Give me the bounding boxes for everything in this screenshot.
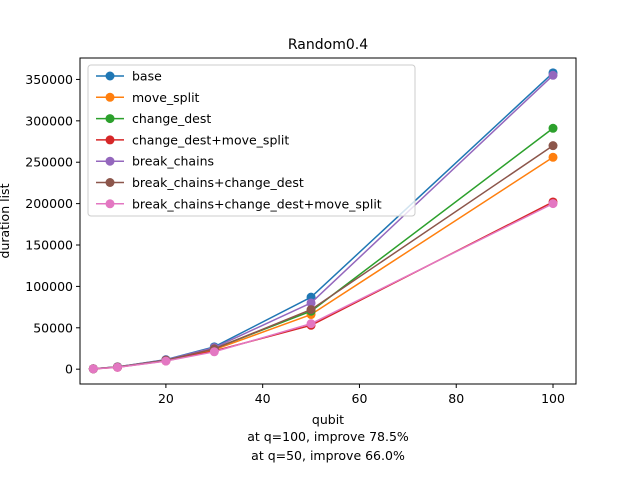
data-point	[548, 141, 558, 151]
y-tick-label: 200000	[25, 196, 73, 211]
legend-box	[87, 64, 416, 217]
series-break_chains+change_dest+move_split	[88, 199, 558, 374]
legend-label: base	[132, 69, 162, 84]
annotation-q100: at q=100, improve 78.5%	[247, 429, 409, 444]
y-tick-label: 150000	[25, 238, 73, 253]
legend-item: break_chains+change_dest	[96, 175, 304, 190]
data-point	[548, 123, 558, 133]
legend-marker	[105, 114, 115, 124]
data-point	[88, 364, 98, 374]
legend-marker	[105, 71, 115, 81]
legend: base move_split change_dest change_dest+mov…	[87, 64, 416, 217]
y-axis: 0 50000 100000 150000 200000 250000 300000 3500…	[25, 72, 80, 377]
annotation-q50: at q=50, improve 66.0%	[251, 448, 405, 463]
data-point	[161, 356, 171, 366]
data-point	[306, 305, 316, 315]
y-tick-label: 250000	[25, 155, 73, 170]
data-point	[306, 319, 316, 329]
y-tick-label: 300000	[25, 113, 73, 128]
x-tick-label: 100	[541, 391, 565, 406]
x-tick-label: 20	[158, 391, 174, 406]
data-point	[209, 347, 219, 357]
axes-frame	[79, 57, 577, 385]
legend-item: move_split	[96, 90, 200, 105]
x-axis-label: qubit	[312, 412, 344, 427]
legend-label: break_chains+change_dest+move_split	[132, 196, 382, 211]
y-axis-label: duration list	[0, 183, 12, 258]
x-tick-label: 60	[352, 391, 368, 406]
y-tick-label: 0	[65, 362, 73, 377]
legend-marker	[105, 199, 115, 209]
legend-item: break_chains	[96, 154, 214, 169]
legend-marker	[105, 92, 115, 102]
legend-marker	[105, 135, 115, 145]
legend-label: change_dest+move_split	[132, 132, 289, 147]
data-point	[548, 152, 558, 162]
data-point	[548, 199, 558, 209]
legend-label: break_chains+change_dest	[132, 175, 304, 190]
legend-item: change_dest	[96, 111, 211, 126]
data-point	[548, 70, 558, 80]
legend-item: change_dest+move_split	[96, 132, 289, 147]
plot-area	[88, 68, 558, 374]
data-point	[113, 362, 123, 372]
legend-marker	[105, 156, 115, 166]
y-tick-label: 50000	[33, 320, 73, 335]
x-tick-label: 40	[255, 391, 271, 406]
x-axis: 20 40 60 80 100	[158, 384, 565, 406]
x-tick-label: 80	[448, 391, 464, 406]
y-tick-label: 350000	[25, 72, 73, 87]
chart-title: Random0.4	[288, 37, 368, 53]
legend-label: break_chains	[132, 154, 214, 169]
legend-label: move_split	[132, 90, 200, 105]
legend-marker	[105, 178, 115, 187]
legend-item: base	[96, 69, 162, 84]
legend-label: change_dest	[132, 111, 211, 126]
data-point	[306, 298, 316, 308]
y-tick-label: 100000	[25, 279, 73, 294]
legend-item: break_chains+change_dest+move_split	[96, 196, 382, 211]
